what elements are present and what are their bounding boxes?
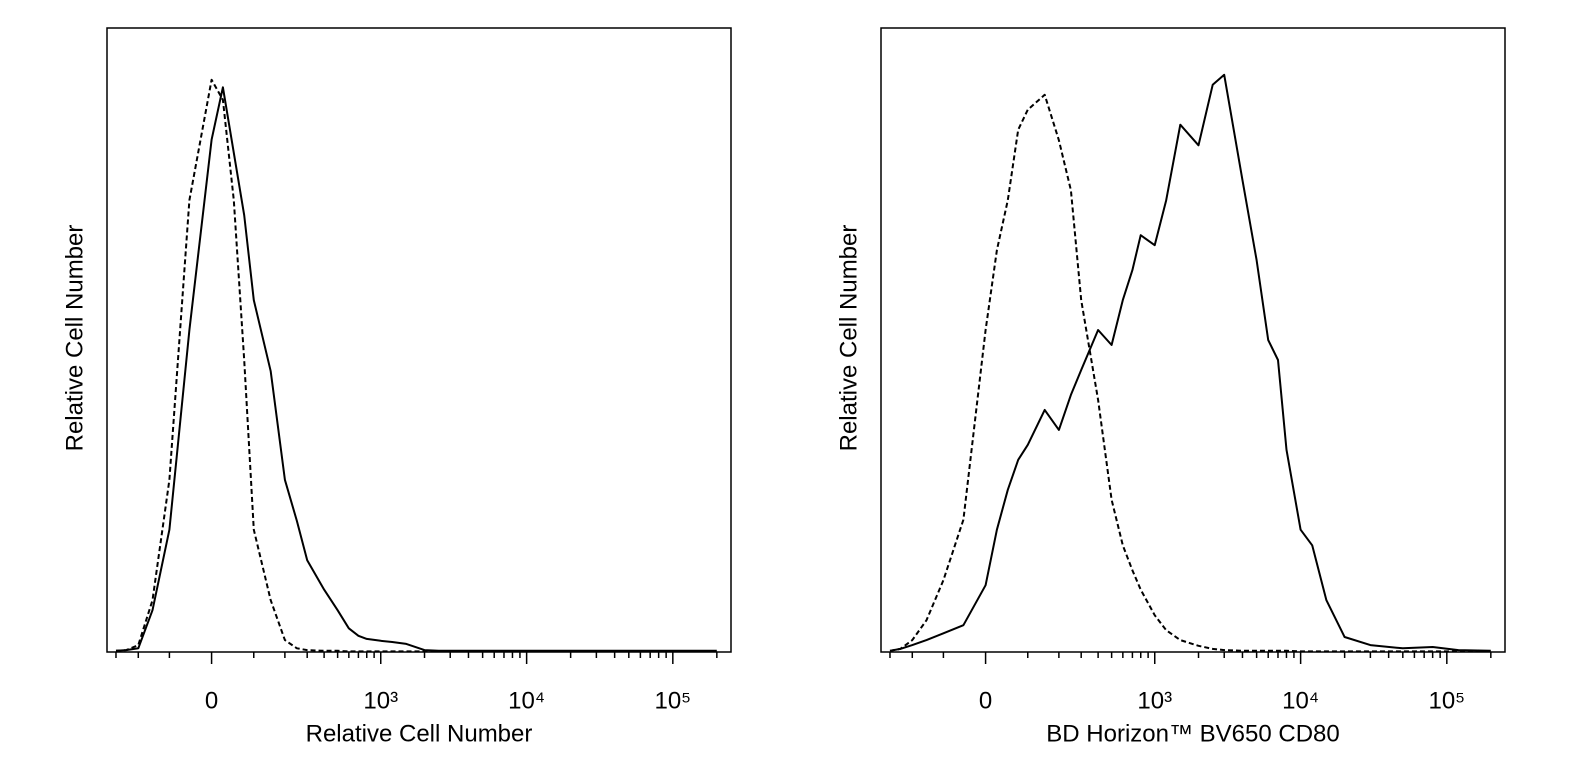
x-tick-label: 0 bbox=[979, 687, 992, 714]
x-tick-label: 10⁴ bbox=[508, 687, 545, 714]
histogram-line bbox=[889, 93, 1491, 653]
x-tick-label: 10³ bbox=[1137, 687, 1172, 714]
x-axis-label: BD Horizon™ BV650 CD80 bbox=[1046, 720, 1339, 747]
x-axis-label: Relative Cell Number bbox=[306, 720, 533, 747]
histogram-line bbox=[115, 86, 717, 652]
plot-frame bbox=[106, 27, 732, 653]
histogram-line bbox=[889, 73, 1491, 652]
x-tick-label: 10⁴ bbox=[1282, 687, 1319, 714]
histogram-line bbox=[115, 78, 717, 653]
plot-frame bbox=[880, 27, 1506, 653]
x-tick-label: 10⁵ bbox=[654, 687, 691, 714]
y-axis-label: Relative Cell Number bbox=[61, 225, 88, 452]
x-tick-label: 10³ bbox=[363, 687, 398, 714]
y-axis-label: Relative Cell Number bbox=[835, 225, 862, 452]
x-tick-label: 0 bbox=[205, 687, 218, 714]
x-tick-label: 10⁵ bbox=[1428, 687, 1465, 714]
